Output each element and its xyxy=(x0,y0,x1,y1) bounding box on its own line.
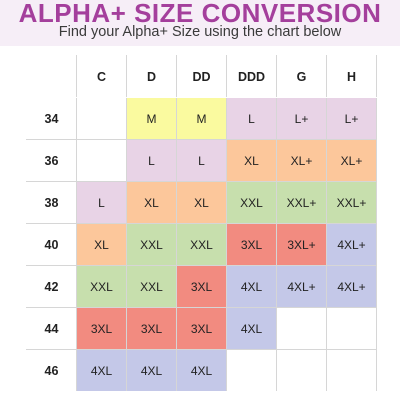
size-cell: XXL xyxy=(76,265,127,308)
size-conversion-table: C D DD DDD G H 34 M M L L+ L+ 36 L L XL XL+ XL+ 38 L X… xyxy=(26,55,377,392)
column-header: C xyxy=(76,55,127,98)
column-header: H xyxy=(326,55,377,98)
column-header: DDD xyxy=(226,55,277,98)
band-size-label: 38 xyxy=(26,181,77,224)
size-cell xyxy=(276,349,327,392)
size-cell xyxy=(326,307,377,350)
size-cell: 3XL xyxy=(126,307,177,350)
table-row: 38 L XL XL XXL XXL+ XXL+ xyxy=(26,181,377,224)
size-cell: L xyxy=(126,139,177,182)
size-cell: 3XL xyxy=(176,307,227,350)
size-cell: XL+ xyxy=(276,139,327,182)
size-cell: 4XL+ xyxy=(276,265,327,308)
size-cell xyxy=(276,307,327,350)
band-size-label: 44 xyxy=(26,307,77,350)
size-cell: 3XL+ xyxy=(276,223,327,266)
size-cell: 4XL xyxy=(176,349,227,392)
size-cell: XXL xyxy=(176,223,227,266)
size-cell: M xyxy=(176,97,227,140)
size-cell: XXL xyxy=(126,223,177,266)
size-cell: M xyxy=(126,97,177,140)
page-subtitle: Find your Alpha+ Size using the chart be… xyxy=(58,24,342,40)
size-cell: XL+ xyxy=(326,139,377,182)
table-row: 40 XL XXL XXL 3XL 3XL+ 4XL+ xyxy=(26,223,377,266)
band-size-label: 40 xyxy=(26,223,77,266)
band-size-label: 46 xyxy=(26,349,77,392)
size-cell: 4XL xyxy=(126,349,177,392)
band-size-label: 36 xyxy=(26,139,77,182)
size-cell: 4XL xyxy=(76,349,127,392)
size-cell: 3XL xyxy=(226,223,277,266)
size-cell: XL xyxy=(76,223,127,266)
size-cell: XL xyxy=(226,139,277,182)
size-cell: L xyxy=(176,139,227,182)
size-cell: 4XL+ xyxy=(326,223,377,266)
size-cell xyxy=(326,349,377,392)
table-row: 44 3XL 3XL 3XL 4XL xyxy=(26,307,377,350)
size-cell: XXL+ xyxy=(276,181,327,224)
size-cell: XXL+ xyxy=(326,181,377,224)
size-cell: 3XL xyxy=(76,307,127,350)
table-row: 34 M M L L+ L+ xyxy=(26,97,377,140)
size-cell xyxy=(76,139,127,182)
size-cell: XXL xyxy=(126,265,177,308)
size-cell: XXL xyxy=(226,181,277,224)
band-size-label: 42 xyxy=(26,265,77,308)
column-header: D xyxy=(126,55,177,98)
column-header-row: C D DD DDD G H xyxy=(26,55,377,98)
size-cell: L+ xyxy=(276,97,327,140)
size-cell xyxy=(226,349,277,392)
band-size-label: 34 xyxy=(26,97,77,140)
size-cell: L xyxy=(226,97,277,140)
size-cell: 4XL xyxy=(226,265,277,308)
corner-cell xyxy=(26,55,77,98)
table-row: 42 XXL XXL 3XL 4XL 4XL+ 4XL+ xyxy=(26,265,377,308)
size-cell xyxy=(76,97,127,140)
size-cell: XL xyxy=(126,181,177,224)
size-cell: L xyxy=(76,181,127,224)
size-cell: L+ xyxy=(326,97,377,140)
header-banner: ALPHA+ SIZE CONVERSION Find your Alpha+ … xyxy=(0,0,400,46)
size-cell: 4XL xyxy=(226,307,277,350)
column-header: DD xyxy=(176,55,227,98)
size-cell: 4XL+ xyxy=(326,265,377,308)
table-row: 36 L L XL XL+ XL+ xyxy=(26,139,377,182)
table-row: 46 4XL 4XL 4XL xyxy=(26,349,377,392)
page-title: ALPHA+ SIZE CONVERSION xyxy=(18,0,382,28)
column-header: G xyxy=(276,55,327,98)
size-cell: 3XL xyxy=(176,265,227,308)
size-cell: XL xyxy=(176,181,227,224)
